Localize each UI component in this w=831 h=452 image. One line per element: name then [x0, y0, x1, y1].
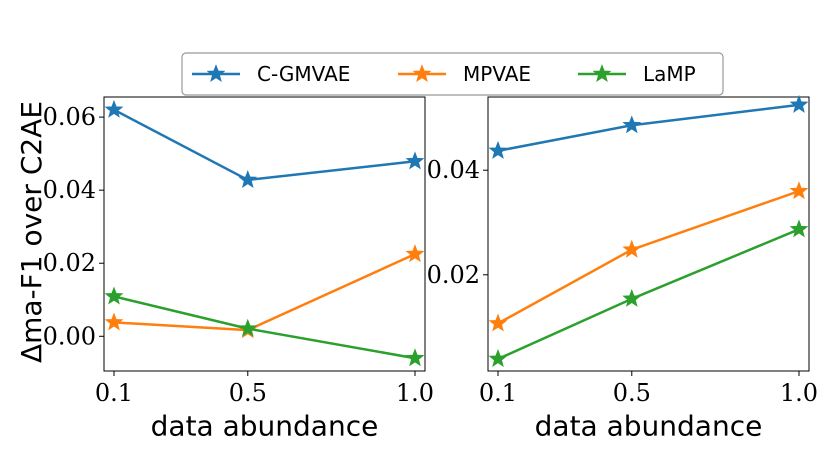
series-c-gmvae [104, 99, 425, 188]
legend-marker-c-gmvae [206, 64, 226, 83]
legend-label-lamp: LaMP [643, 62, 696, 86]
data-point-c-gmvae [488, 140, 508, 159]
data-point-lamp [104, 286, 124, 305]
legend-frame [181, 52, 724, 96]
legend-label-c-gmvae: C-GMVAE [257, 62, 350, 86]
data-point-mpvae [405, 244, 425, 263]
y-tick-label: 0.02 [427, 261, 480, 289]
data-point-lamp [405, 348, 425, 367]
legend-entry-lamp: LaMP [578, 62, 696, 86]
data-point-c-gmvae [405, 151, 425, 170]
x-tick-label: 0.1 [95, 379, 133, 407]
series-line-c-gmvae [497, 103, 800, 153]
x-tick-label: 1.0 [780, 379, 818, 407]
legend-marker-lamp [592, 64, 612, 83]
series-line-mpvae [113, 252, 416, 332]
data-point-lamp [488, 349, 508, 367]
data-point-mpvae [789, 181, 809, 200]
series-line-mpvae [497, 189, 800, 325]
legend-entry-c-gmvae: C-GMVAE [192, 62, 350, 86]
data-point-c-gmvae [238, 170, 258, 188]
data-point-mpvae [622, 239, 642, 258]
data-point-mpvae [104, 312, 124, 331]
legend-label-mpvae: MPVAE [463, 62, 531, 86]
y-tick-label: 0.04 [427, 156, 480, 184]
series-line-lamp [497, 228, 800, 361]
left-panel: 0.00 0.02 0.04 0.06 0.1 0.5 1.0 data abundance [43, 96, 434, 443]
legend-marker-mpvae [412, 64, 432, 83]
series-lamp [104, 286, 425, 367]
data-point-mpvae [488, 313, 508, 332]
data-point-c-gmvae [622, 115, 642, 134]
series-lamp [488, 219, 809, 367]
data-point-c-gmvae [789, 94, 809, 113]
right-panel: 0.02 0.04 0.1 0.5 1.0 data abundance [427, 94, 818, 443]
series-c-gmvae [488, 94, 809, 159]
plot-frame [103, 96, 426, 372]
y-tick-label: 0.06 [43, 103, 96, 131]
y-tick-label: 0.04 [43, 176, 96, 204]
series-mpvae [104, 244, 425, 339]
plot-frame [487, 96, 810, 372]
y-axis-label: Δma-F1 over C2AE [15, 101, 48, 363]
x-tick-label: 0.1 [479, 379, 517, 407]
x-tick-label: 0.5 [229, 379, 267, 407]
y-tick-label: 0.02 [43, 249, 96, 277]
data-point-lamp [789, 219, 809, 238]
series-line-c-gmvae [113, 108, 416, 182]
x-tick-label: 0.5 [613, 379, 651, 407]
y-tick-label: 0.00 [43, 322, 96, 350]
legend-entry-mpvae: MPVAE [398, 62, 531, 86]
data-point-lamp [238, 318, 258, 337]
data-point-c-gmvae [104, 99, 124, 118]
x-axis-label: data abundance [151, 410, 379, 443]
x-tick-label: 1.0 [396, 379, 434, 407]
series-line-lamp [113, 295, 416, 360]
series-mpvae [488, 181, 809, 332]
legend: C-GMVAE MPVAE LaMP [181, 52, 724, 96]
x-axis-label: data abundance [535, 410, 763, 443]
data-point-lamp [622, 288, 642, 307]
